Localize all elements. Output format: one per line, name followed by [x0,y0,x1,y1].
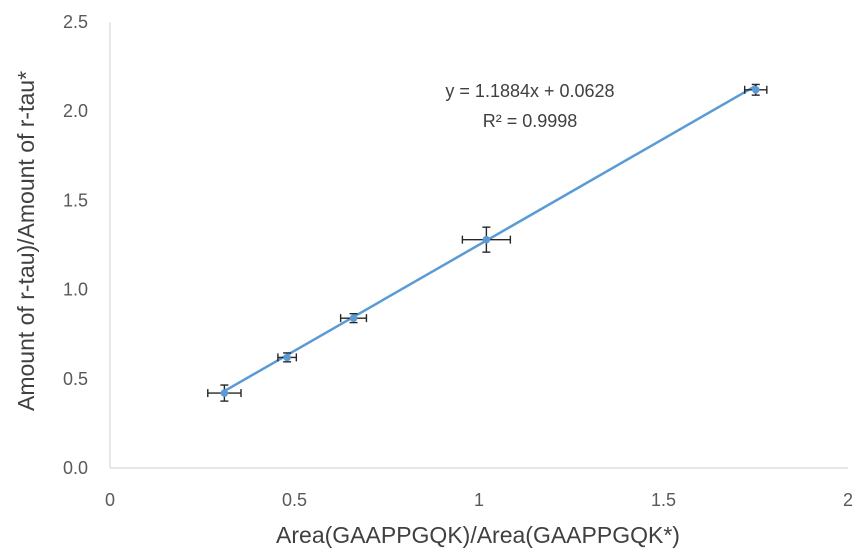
data-point [482,235,491,244]
x-tick-label: 2 [843,490,853,510]
x-tick-label: 0 [105,490,115,510]
x-tick-label: 1.5 [651,490,676,510]
y-tick-label: 1.0 [63,280,88,300]
axes [109,22,848,469]
trendline-equation: y = 1.1884x + 0.0628 [445,81,614,101]
x-axis-title: Area(GAAPPGQK)/Area(GAAPPGQK*) [276,522,680,548]
data-points [220,85,760,397]
data-point [751,85,760,94]
x-tick-label: 0.5 [282,490,307,510]
y-tick-label: 1.5 [63,190,88,210]
data-point [283,353,291,362]
y-tick-label: 2.5 [63,12,88,32]
x-tick-label: 1 [474,490,484,510]
y-tick-label: 0.0 [63,458,88,478]
data-point [349,314,358,322]
r-squared-label: R² = 0.9998 [483,111,578,131]
y-axis-title: Amount of r-tau)/Amount of r-tau* [13,71,39,411]
y-tick-label: 0.5 [63,369,88,389]
data-point [220,389,229,397]
trendline [223,84,757,393]
y-tick-label: 2.0 [63,101,88,121]
tick-labels: 0.0 0.5 1.0 1.5 2.0 2.5 0 0.5 1 1.5 2 [63,12,853,510]
trendline-group [223,84,757,393]
